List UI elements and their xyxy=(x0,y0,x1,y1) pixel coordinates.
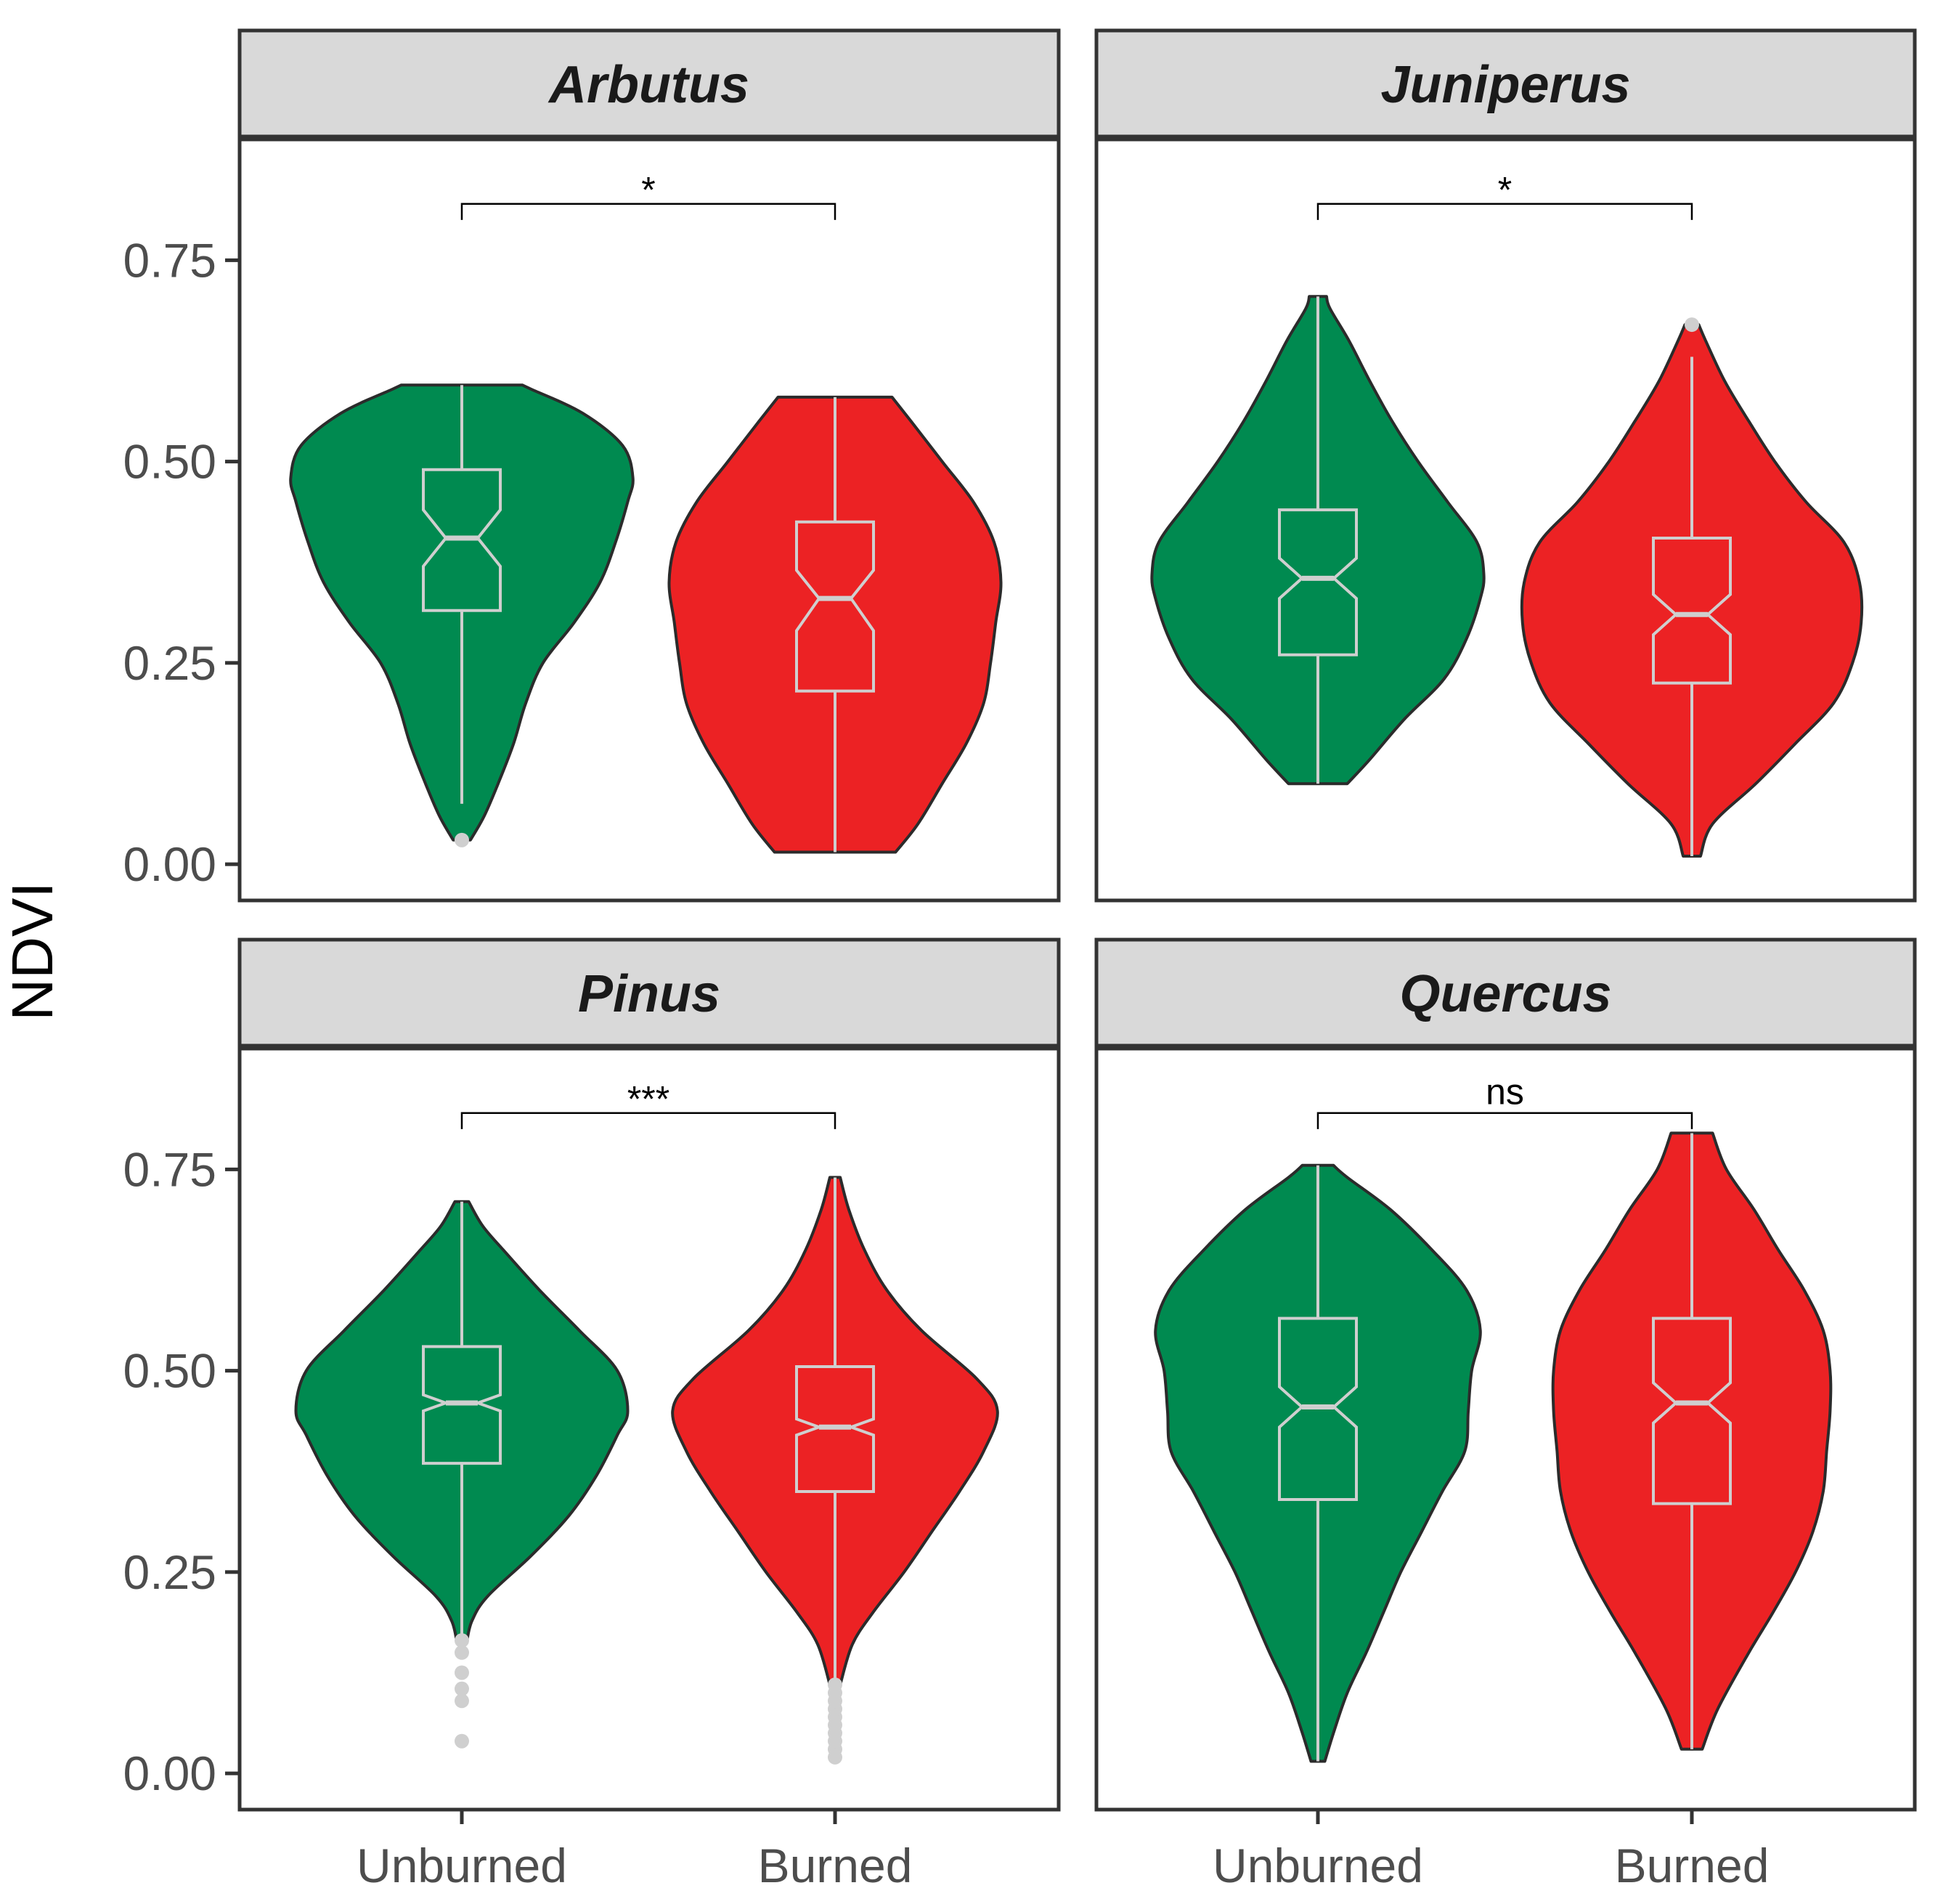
facet-strip xyxy=(1094,28,1917,139)
panel-border xyxy=(237,1046,1061,1812)
outlier-point xyxy=(455,1693,469,1709)
outlier-point xyxy=(455,1665,469,1680)
y-tick-label: 0.50 xyxy=(123,435,216,489)
notched-box xyxy=(1278,508,1358,656)
y-tick-label: 0.25 xyxy=(123,1545,216,1599)
x-tick-label: Unburned xyxy=(357,1839,567,1892)
y-tick-label: 0.75 xyxy=(123,233,216,287)
panels-layer: Arbutus * 0.00 0.25 0.50 0.75 Juniperus * Pinus *… xyxy=(123,28,1917,1892)
x-tick-label: Burned xyxy=(1615,1839,1770,1892)
panel-border xyxy=(1094,1046,1917,1812)
significance-label: * xyxy=(641,170,655,211)
panel-border xyxy=(1094,137,1917,903)
outlier-point xyxy=(455,1633,469,1648)
violin-group-burned xyxy=(1520,317,1864,858)
facet-panel-quercus: Quercus ns Unburned Burned xyxy=(1094,937,1917,1892)
facet-strip xyxy=(237,937,1061,1048)
violin-group-burned xyxy=(1551,1131,1833,1751)
violin-group-unburned xyxy=(289,383,635,847)
notched-box xyxy=(795,520,875,693)
facet-strip-title: Arbutus xyxy=(547,56,749,114)
violin-group-burned xyxy=(667,395,1003,854)
facet-panel-arbutus: Arbutus * 0.00 0.25 0.50 0.75 xyxy=(123,28,1061,903)
y-tick-label: 0.25 xyxy=(123,636,216,690)
significance-bracket xyxy=(1316,203,1693,220)
facet-strip xyxy=(1094,937,1917,1048)
significance-bracket xyxy=(460,203,836,220)
facet-strip xyxy=(237,28,1061,139)
outlier-point xyxy=(828,1677,842,1693)
significance-label: ns xyxy=(1486,1072,1524,1112)
x-tick-label: Unburned xyxy=(1213,1839,1423,1892)
outlier-point xyxy=(455,1681,469,1696)
facet-panel-pinus: Pinus *** 0.00 0.25 0.50 0.75 Unburned Burned xyxy=(123,937,1061,1892)
notched-box xyxy=(1652,1317,1732,1505)
outlier-point xyxy=(455,832,469,847)
y-tick-label: 0.50 xyxy=(123,1344,216,1398)
facet-strip-title: Pinus xyxy=(578,965,720,1023)
facet-strip-title: Juniperus xyxy=(1380,56,1630,114)
significance-bracket xyxy=(1316,1112,1693,1129)
facet-panel-juniperus: Juniperus * xyxy=(1094,28,1917,903)
outlier-point xyxy=(1685,317,1699,333)
y-axis-title: NDVI xyxy=(0,882,65,1020)
y-tick-label: 0.00 xyxy=(123,837,216,891)
significance-label: * xyxy=(1498,170,1512,211)
violin-group-unburned xyxy=(1150,295,1486,786)
significance-bracket xyxy=(460,1112,836,1129)
y-tick-label: 0.75 xyxy=(123,1142,216,1196)
outlier-point xyxy=(455,1733,469,1749)
violin-group-burned xyxy=(671,1176,999,1765)
facet-strip-title: Quercus xyxy=(1399,965,1611,1023)
significance-label: *** xyxy=(627,1079,669,1120)
panel-border xyxy=(237,137,1061,903)
notched-box xyxy=(1652,536,1732,685)
violin-group-unburned xyxy=(294,1200,630,1749)
outlier-point xyxy=(455,1645,469,1660)
x-tick-label: Burned xyxy=(758,1839,913,1892)
violin-group-unburned xyxy=(1154,1163,1482,1763)
y-tick-label: 0.00 xyxy=(123,1746,216,1800)
